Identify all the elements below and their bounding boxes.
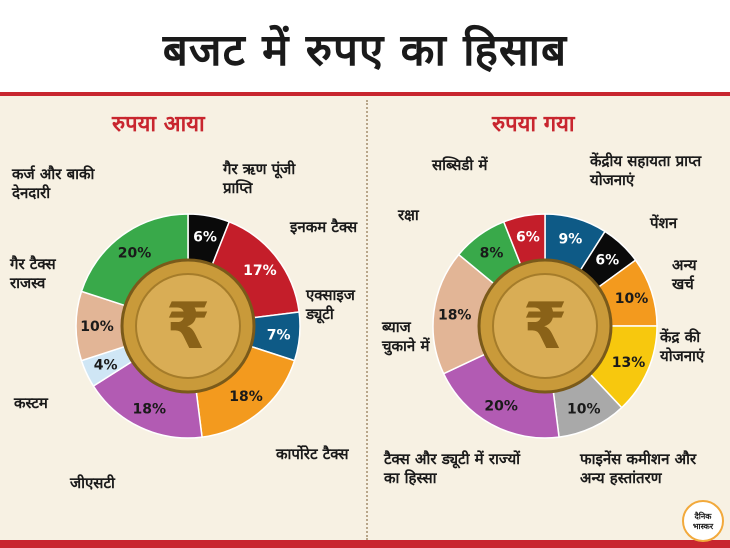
expense-donut-chart: 9% 6% 10% 13% 10% 20% 18% 8% 6% ₹ (432, 213, 658, 439)
page-title: बजट में रुपए का हिसाब (162, 25, 568, 76)
slice-value-label-0-2: 7% (267, 328, 291, 344)
label-income-non-tax-revenue: गैर टैक्स राजस्व (10, 255, 56, 292)
slice-value-label-0-1: 17% (243, 263, 277, 279)
dainik-bhaskar-logo: दैनिक भास्कर (682, 500, 724, 542)
slice-value-label-0-3: 18% (229, 389, 263, 405)
slice-value-label-1-4: 10% (567, 401, 601, 417)
label-expense-other: अन्य खर्च (672, 256, 697, 293)
label-income-income-tax: इनकम टैक्स (290, 218, 358, 236)
label-expense-centrally-sponsored: केंद्रीय सहायता प्राप्त योजनाएं (590, 152, 702, 189)
income-donut-chart: 6% 17% 7% 18% 18% 4% 10% 20% ₹ (75, 213, 301, 439)
rupee-coin-inner-1 (492, 273, 598, 379)
label-income-customs: कस्टम (14, 394, 48, 412)
label-expense-defence: रक्षा (398, 206, 419, 224)
slice-value-label-0-6: 10% (80, 319, 114, 335)
slice-value-label-0-4: 18% (132, 401, 166, 417)
slice-value-label-1-5: 20% (484, 399, 518, 415)
label-expense-states-share: टैक्स और ड्यूटी में राज्यों का हिस्सा (384, 450, 521, 487)
label-expense-interest: ब्याज चुकाने में (382, 318, 430, 355)
slice-value-label-1-2: 10% (615, 291, 649, 307)
title-band (0, 0, 730, 96)
expense-chart-title: रुपया गया (492, 112, 575, 137)
income-chart-title: रुपया आया (112, 112, 205, 137)
label-expense-finance-commission: फाइनेंस कमीशन और अन्य हस्तांतरण (580, 450, 697, 487)
slice-value-label-1-0: 9% (558, 232, 582, 248)
rupee-icon-1: ₹ (523, 290, 568, 364)
slice-value-label-0-5: 4% (94, 358, 118, 374)
slice-value-label-1-7: 8% (480, 245, 504, 261)
title-rule (0, 92, 730, 96)
slice-value-label-1-6: 18% (438, 308, 472, 324)
rupee-icon-0: ₹ (166, 290, 211, 364)
bottom-rule (0, 540, 730, 548)
label-income-excise-duty: एक्साइज ड्यूटी (306, 286, 355, 323)
slice-value-label-1-8: 6% (516, 230, 540, 246)
slice-value-label-1-1: 6% (595, 253, 619, 269)
label-expense-pension: पेंशन (650, 214, 678, 232)
label-income-gst: जीएसटी (70, 474, 115, 492)
label-expense-subsidy: सब्सिडी में (432, 156, 488, 174)
panel-divider (366, 100, 368, 540)
label-income-corporate-tax: कार्पोरेट टैक्स (276, 445, 349, 463)
label-income-non-debt-capital: गैर ऋण पूंजी प्राप्ति (223, 160, 296, 197)
slice-value-label-1-3: 13% (612, 355, 646, 371)
slice-value-label-0-0: 6% (193, 230, 217, 246)
label-income-borrowings: कर्ज और बाकी देनदारी (12, 165, 95, 202)
label-expense-central-schemes: केंद्र की योजनाएं (660, 328, 705, 365)
rupee-coin-inner-0 (135, 273, 241, 379)
slice-value-label-0-7: 20% (118, 245, 152, 261)
